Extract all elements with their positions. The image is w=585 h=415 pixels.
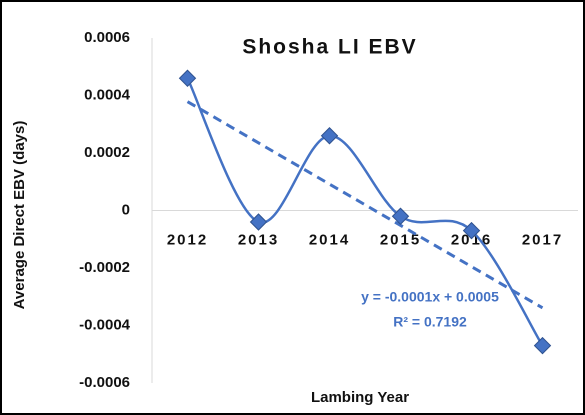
y-tick-label: -0.0004 [79, 316, 131, 333]
x-tick-label: 2012 [167, 231, 208, 248]
x-axis-title: Lambing Year [311, 389, 409, 406]
y-tick-label: -0.0006 [79, 374, 130, 391]
y-tick-label: 0.0006 [84, 29, 130, 46]
chart-title: Shosha LI EBV [242, 36, 417, 59]
x-tick-label: 2017 [522, 231, 563, 248]
y-tick-label: 0 [122, 201, 130, 218]
data-line [186, 77, 544, 347]
x-tick-label: 2015 [380, 231, 421, 248]
x-tick-label: 2014 [309, 231, 350, 248]
y-axis-title: Average Direct EBV (days) [11, 121, 28, 310]
trendline-equation: y = -0.0001x + 0.0005 [361, 289, 499, 305]
data-marker [462, 221, 481, 240]
trendline [186, 100, 544, 310]
trendline-r-squared: R² = 0.7192 [393, 314, 467, 330]
x-tick-label: 2016 [451, 231, 492, 248]
data-marker [320, 127, 339, 145]
y-tick-label: 0.0002 [84, 144, 130, 161]
data-marker [533, 336, 552, 355]
data-marker [391, 207, 410, 225]
data-marker [249, 213, 268, 231]
y-tick-label: 0.0004 [84, 86, 131, 103]
data-marker [178, 69, 197, 87]
x-tick-label: 2013 [238, 231, 279, 248]
y-tick-label: -0.0002 [79, 259, 130, 276]
